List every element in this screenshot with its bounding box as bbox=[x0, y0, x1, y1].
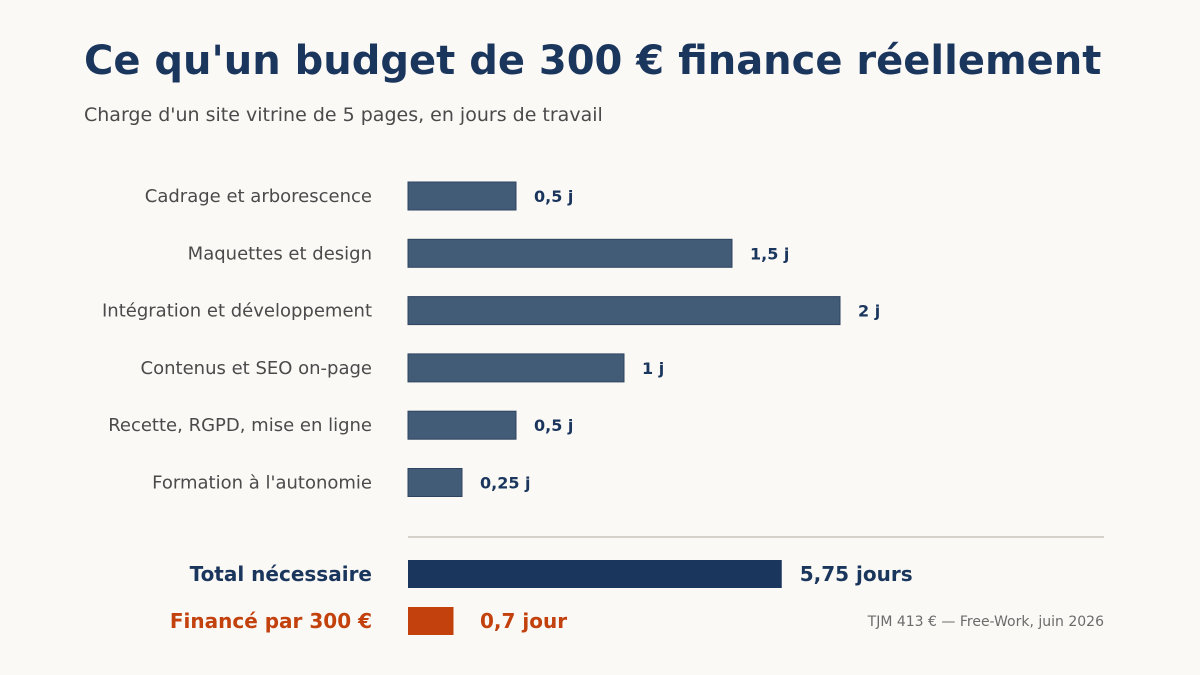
category-label: Intégration et développement bbox=[102, 301, 372, 322]
bar bbox=[407, 468, 463, 497]
value-label: 0,25 j bbox=[480, 474, 531, 493]
category-label: Formation à l'autonomie bbox=[152, 473, 372, 494]
financed-label: Financé par 300 € bbox=[170, 609, 372, 633]
bars-group: Cadrage et arborescence 0,5 j Maquettes et… bbox=[102, 181, 880, 497]
total-needed-label: Total nécessaire bbox=[190, 562, 372, 586]
chart-subtitle: Charge d'un site vitrine de 5 pages, en … bbox=[84, 104, 603, 126]
value-label: 1,5 j bbox=[750, 244, 789, 263]
category-label: Recette, RGPD, mise en ligne bbox=[108, 415, 372, 436]
chart-title: Ce qu'un budget de 300 € finance réellem… bbox=[84, 38, 1101, 84]
total-needed-bar bbox=[408, 560, 782, 588]
value-label: 2 j bbox=[858, 302, 880, 321]
totals-group: Total nécessaire 5,75 jours Financé par 30… bbox=[170, 560, 913, 635]
bar bbox=[407, 410, 517, 440]
category-label: Maquettes et design bbox=[188, 243, 372, 264]
financed-value: 0,7 jour bbox=[480, 609, 567, 633]
financed-bar bbox=[408, 607, 454, 635]
category-label: Contenus et SEO on-page bbox=[141, 358, 372, 379]
source-note: TJM 413 € — Free-Work, juin 2026 bbox=[867, 614, 1104, 630]
category-label: Cadrage et arborescence bbox=[145, 186, 372, 207]
bar bbox=[407, 238, 733, 268]
value-label: 0,5 j bbox=[534, 187, 573, 206]
bar bbox=[407, 181, 517, 211]
bar bbox=[407, 353, 625, 383]
total-needed-value: 5,75 jours bbox=[800, 562, 913, 586]
value-label: 0,5 j bbox=[534, 416, 573, 435]
bar bbox=[407, 296, 841, 326]
value-label: 1 j bbox=[642, 359, 664, 378]
